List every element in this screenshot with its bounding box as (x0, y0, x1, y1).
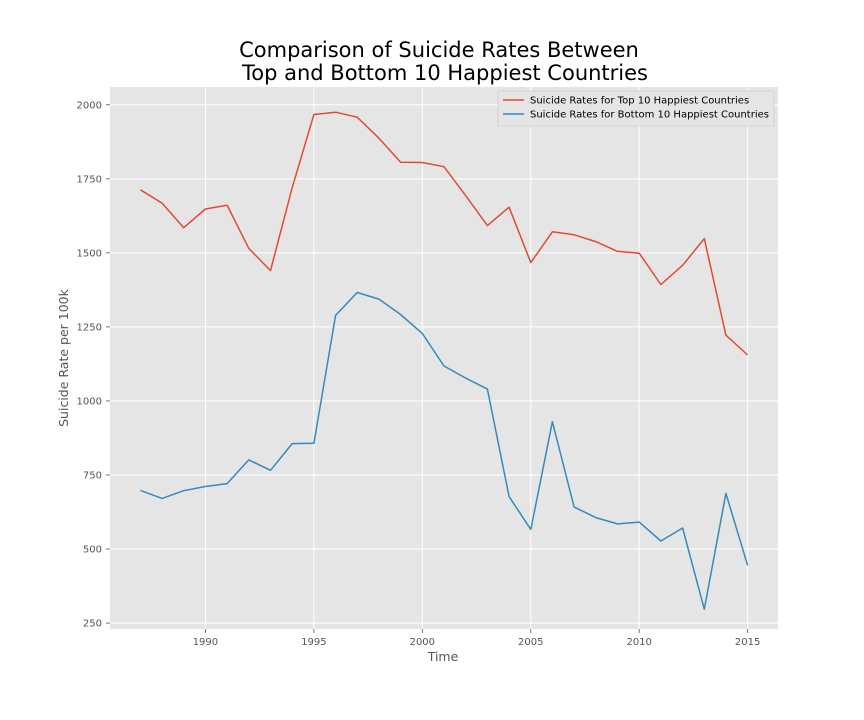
legend-label-top10: Suicide Rates for Top 10 Happiest Countr… (530, 96, 749, 107)
legend: Suicide Rates for Top 10 Happiest Countr… (497, 90, 775, 127)
x-axis-label: Time (427, 649, 459, 664)
y-axis-ticks: 250 500 750 1000 1250 1500 1750 2000 (77, 100, 110, 630)
y-tick-label-750: 750 (83, 470, 102, 481)
legend-label-bottom10: Suicide Rates for Bottom 10 Happiest Cou… (530, 110, 769, 121)
series-line-top10 (140, 111, 749, 356)
y-tick-label-250: 250 (83, 619, 102, 630)
y-tick-label-1250: 1250 (77, 322, 102, 333)
y-tick-label-1500: 1500 (77, 248, 102, 259)
series-lines (140, 111, 749, 610)
y-tick-label-1000: 1000 (77, 396, 102, 407)
x-tick-label-2015: 2015 (735, 637, 760, 648)
y-tick-label-1750: 1750 (77, 174, 102, 185)
y-tick-label-2000: 2000 (77, 100, 102, 111)
y-axis-label: Suicide Rate per 100k (56, 288, 71, 427)
x-tick-label-1990: 1990 (193, 637, 218, 648)
x-axis-ticks: 1990 1995 2000 2005 2010 2015 (193, 629, 760, 648)
chart-title-line-2: Top and Bottom 10 Happiest Countries (241, 61, 648, 85)
x-tick-label-2000: 2000 (410, 637, 435, 648)
x-tick-label-1995: 1995 (301, 637, 326, 648)
x-tick-label-2005: 2005 (518, 637, 543, 648)
y-tick-label-500: 500 (83, 545, 102, 556)
plot-area (110, 87, 778, 629)
legend-box (497, 90, 775, 127)
series-line-bottom10 (140, 291, 749, 610)
chart-title-line-1: Comparison of Suicide Rates Between (239, 38, 639, 62)
x-tick-label-2010: 2010 (626, 637, 651, 648)
